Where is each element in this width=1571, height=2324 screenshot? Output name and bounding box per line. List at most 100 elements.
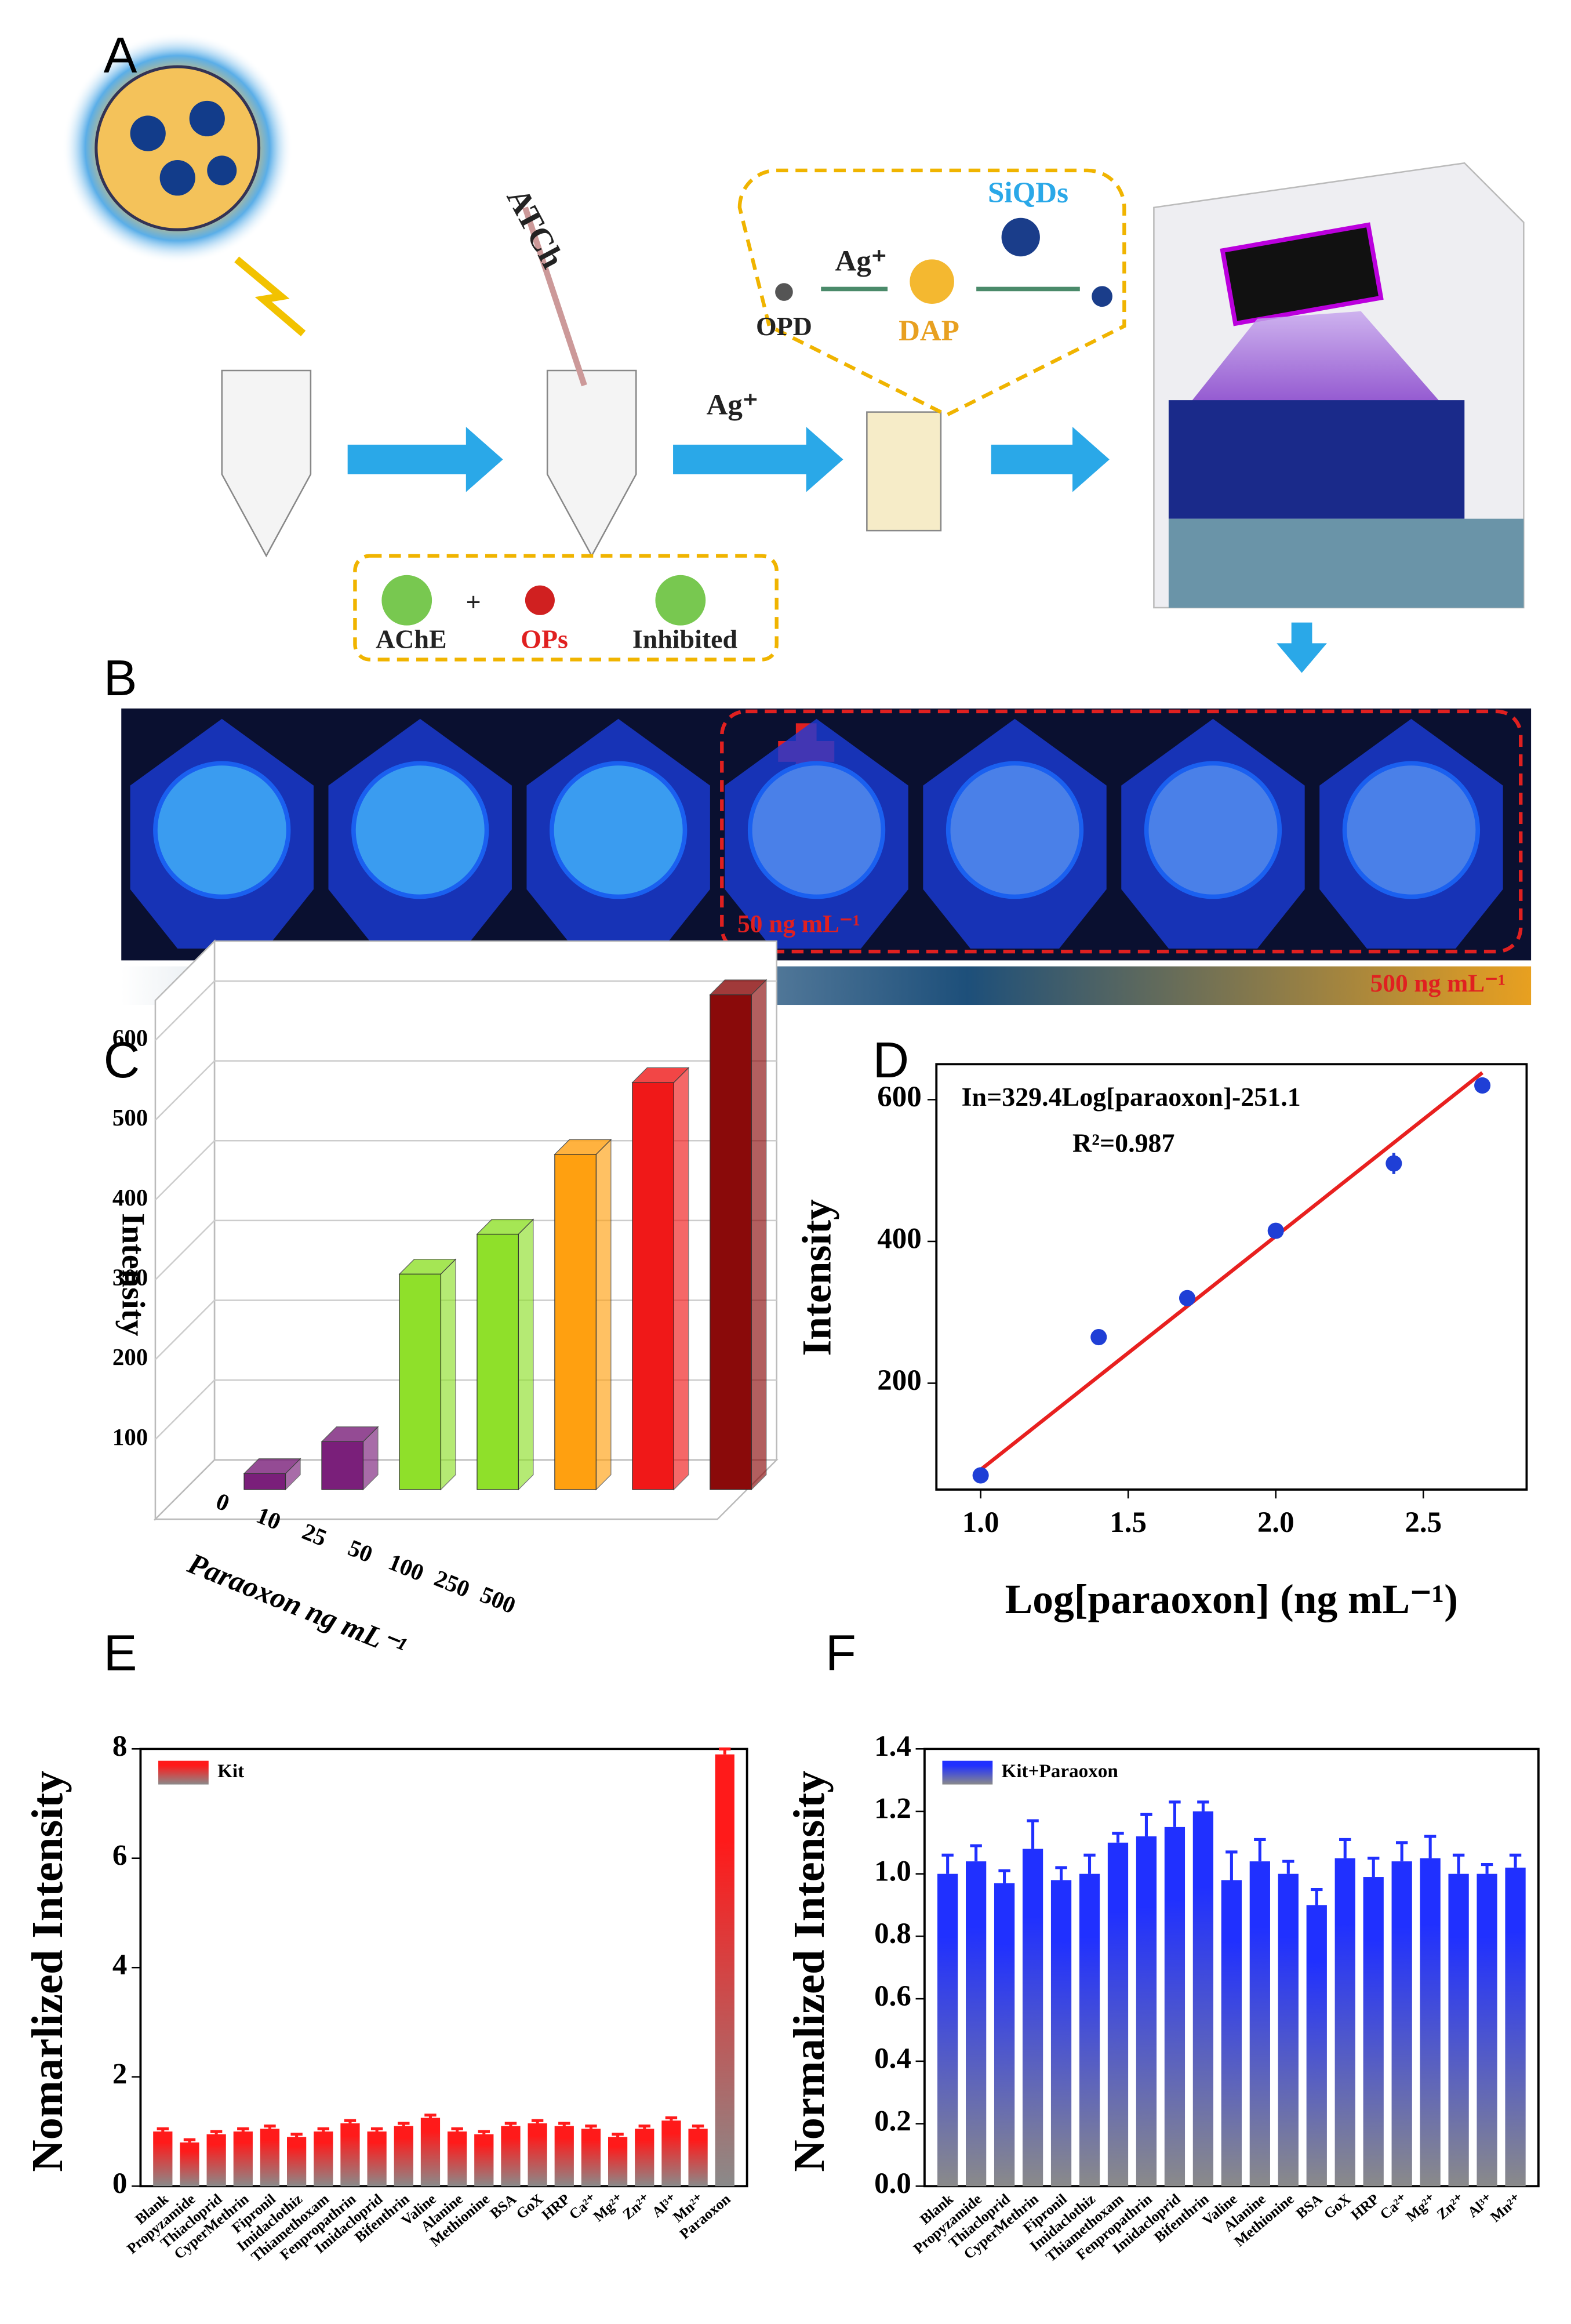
tray <box>1168 400 1465 519</box>
bar <box>243 1473 286 1490</box>
x-tick-label: HRP <box>1348 2191 1383 2224</box>
legend-swatch <box>942 1760 993 1785</box>
x-tick-label: 25 <box>299 1518 330 1551</box>
x-tick-label: HRP <box>539 2191 573 2224</box>
x-tick-label: BSA <box>1293 2190 1326 2222</box>
panel-label: D <box>873 1032 910 1088</box>
tube <box>546 369 637 558</box>
dot <box>130 115 166 151</box>
bar <box>420 2118 441 2187</box>
scheme-label: ATCh <box>500 183 571 274</box>
dap <box>910 259 954 304</box>
bar <box>554 1154 597 1490</box>
bar <box>1420 1858 1441 2187</box>
y-tick-label: 200 <box>112 1344 148 1370</box>
bar <box>937 1873 958 2187</box>
y-tick-label: 1.2 <box>874 1792 911 1825</box>
bar <box>715 1754 734 2187</box>
x-tick-label: 100 <box>385 1549 428 1586</box>
y-tick-label: 0.6 <box>874 1980 911 2013</box>
plot-frame <box>139 1748 748 2188</box>
y-tick-label: 0 <box>112 2167 128 2200</box>
x-tick-label: BSA <box>487 2190 520 2222</box>
bar <box>688 2129 708 2187</box>
bolt <box>234 256 306 336</box>
bar <box>1448 1873 1469 2187</box>
bar <box>287 2137 307 2187</box>
well <box>153 761 291 899</box>
bar <box>206 2134 226 2187</box>
op <box>525 585 555 615</box>
y-tick-label: 600 <box>877 1080 922 1113</box>
point <box>1090 1328 1107 1346</box>
bar-side <box>285 1458 301 1491</box>
x-tick-label: GoX <box>1321 2190 1354 2222</box>
plot-frame <box>935 1063 1528 1491</box>
y-tick-label: 0.8 <box>874 1917 911 1950</box>
arrow <box>1277 622 1327 673</box>
bar <box>632 1082 674 1490</box>
x-tick-label: 2.0 <box>1257 1506 1294 1539</box>
x-tick-label: 1.5 <box>1110 1506 1147 1539</box>
phone <box>1220 222 1384 326</box>
bar <box>581 2129 601 2187</box>
scheme-label: SiQDs <box>988 176 1068 209</box>
dot <box>159 160 195 196</box>
photo-label: 500 ng mL⁻¹ <box>1370 969 1506 997</box>
tube <box>866 411 942 532</box>
y-tick-label: 0.2 <box>874 2104 911 2137</box>
y-axis-label: Nomarlized Intensity <box>23 1771 72 2172</box>
x-tick-label: 500 <box>477 1581 519 1619</box>
bar <box>1022 1849 1043 2187</box>
bar <box>608 2137 628 2187</box>
panel-label: E <box>104 1625 137 1682</box>
grid-line <box>155 1060 777 1121</box>
x-tick-label: Mn²⁺ <box>1487 2191 1524 2225</box>
annotation: R²=0.987 <box>1072 1128 1174 1157</box>
bar <box>153 2131 173 2187</box>
y-tick-label: 2 <box>112 2057 128 2090</box>
bar <box>1050 1880 1072 2187</box>
bar-side <box>595 1138 612 1491</box>
x-tick-label: Ca²⁺ <box>1377 2191 1411 2223</box>
bar <box>1306 1905 1327 2187</box>
y-tick-label: 100 <box>112 1424 148 1450</box>
well <box>351 761 489 899</box>
siqd <box>1092 286 1112 307</box>
bar <box>1249 1861 1270 2187</box>
bar <box>1107 1842 1129 2187</box>
arrow <box>347 427 503 492</box>
bar <box>1221 1880 1242 2187</box>
y-tick-label: 600 <box>112 1025 148 1051</box>
x-tick-label: Zn²⁺ <box>619 2191 653 2223</box>
bar <box>394 2126 413 2187</box>
point <box>1385 1155 1402 1172</box>
x-tick-label: Mg²⁺ <box>1402 2191 1439 2225</box>
panel-label: B <box>104 650 137 706</box>
bar <box>321 1441 364 1490</box>
point <box>1474 1077 1491 1094</box>
bar <box>1136 1836 1157 2187</box>
enzyme <box>655 575 706 626</box>
bar-side <box>751 979 767 1491</box>
point <box>972 1467 989 1484</box>
bar-side <box>440 1258 456 1491</box>
y-tick-label: 1.4 <box>874 1730 911 1763</box>
bar <box>399 1273 442 1490</box>
fit-line <box>979 1071 1484 1472</box>
y-tick-label: 0.4 <box>874 2042 911 2075</box>
y-tick-label: 0.0 <box>874 2167 911 2200</box>
y-tick-label: 400 <box>877 1222 922 1255</box>
y-tick-label: 1.0 <box>874 1854 911 1887</box>
well <box>1144 761 1282 899</box>
bar <box>501 2126 521 2187</box>
pipette <box>522 206 587 387</box>
bar <box>340 2123 360 2187</box>
bar <box>474 2134 494 2187</box>
y-tick-label: 4 <box>112 1948 128 1981</box>
bar <box>233 2131 253 2187</box>
bar <box>1505 1867 1526 2187</box>
bar <box>528 2123 547 2187</box>
point <box>1267 1222 1284 1239</box>
